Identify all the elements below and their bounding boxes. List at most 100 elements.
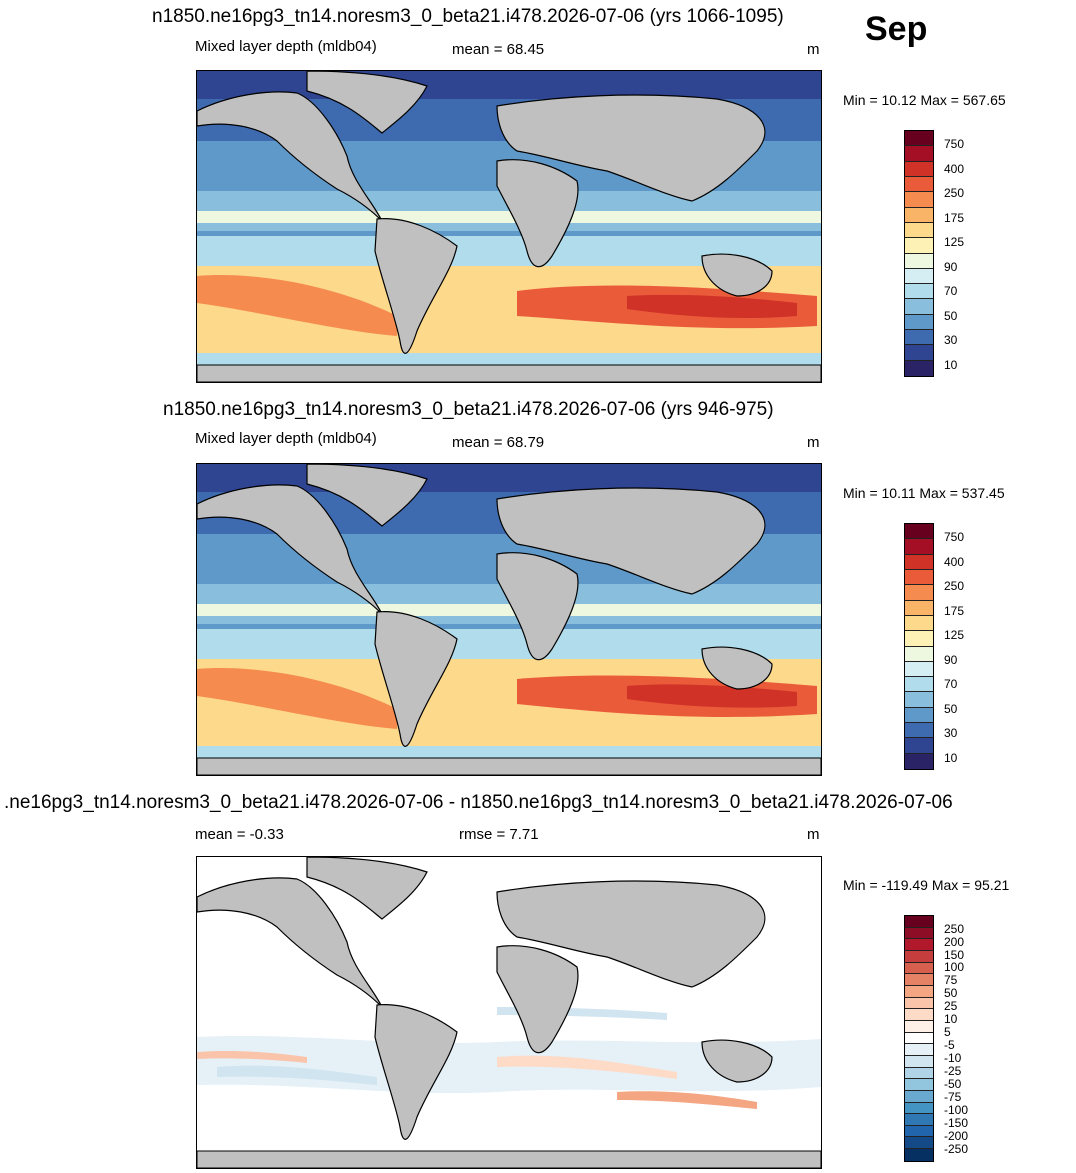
colorbar-swatch (905, 161, 933, 177)
colorbar-swatch (905, 615, 933, 632)
colorbar-swatch (905, 539, 933, 555)
colorbar-swatch (905, 997, 933, 1010)
panel-3-minmax: Min = -119.49 Max = 95.21 (843, 877, 1010, 893)
colorbar-label: 30 (944, 726, 958, 740)
world-map-1 (197, 71, 821, 382)
colorbar-label: -10 (944, 1051, 962, 1065)
colorbar-label: -200 (944, 1129, 969, 1143)
colorbar-label: -25 (944, 1064, 962, 1078)
colorbar-swatch (905, 207, 933, 223)
colorbar-swatch (905, 1032, 933, 1045)
colorbar-swatch (905, 253, 933, 269)
colorbar-label: 50 (944, 702, 958, 716)
colorbar-swatch (905, 131, 933, 147)
colorbar-swatch (905, 176, 933, 193)
colorbar-label: 750 (944, 137, 965, 151)
colorbar-swatch (905, 1149, 933, 1161)
colorbar-swatch (905, 284, 933, 300)
panel-3-map (196, 856, 822, 1169)
colorbar-swatch (905, 146, 933, 162)
colorbar-swatch (905, 661, 933, 678)
colorbar-label: 250 (944, 922, 965, 936)
colorbar-swatch (905, 524, 933, 540)
colorbar-swatch (905, 1125, 933, 1138)
panel-1-mean: mean = 68.45 (452, 41, 545, 58)
panel-3-rmse: rmse = 7.71 (459, 826, 539, 843)
colorbar-label: -50 (944, 1077, 962, 1091)
panel-2-variable: Mixed layer depth (mldb04) (195, 430, 377, 447)
colorbar-swatch (905, 738, 933, 754)
panel-1-title: n1850.ne16pg3_tn14.noresm3_0_beta21.i478… (152, 6, 784, 27)
colorbar-swatch (905, 360, 933, 376)
colorbar-swatch (905, 1009, 933, 1021)
colorbar-swatch (905, 1102, 933, 1115)
panel-3-colorbar (904, 915, 934, 1162)
colorbar-swatch (905, 330, 933, 346)
colorbar-label: -100 (944, 1103, 969, 1117)
colorbar-swatch (905, 345, 933, 361)
colorbar-label: 175 (944, 604, 965, 618)
colorbar-label: 10 (944, 358, 958, 372)
colorbar-label: 90 (944, 653, 958, 667)
colorbar-label: 10 (944, 1012, 958, 1026)
panel-3-unit: m (807, 826, 820, 843)
colorbar-label: 150 (944, 948, 965, 962)
panel-2-unit: m (807, 434, 820, 451)
colorbar-label: 125 (944, 628, 965, 642)
colorbar-label: 70 (944, 284, 958, 298)
colorbar-swatch (905, 569, 933, 586)
colorbar-swatch (905, 1114, 933, 1126)
colorbar-label: 200 (944, 935, 965, 949)
colorbar-label: 25 (944, 999, 958, 1013)
colorbar-label: 175 (944, 211, 965, 225)
panel-2-minmax: Min = 10.11 Max = 537.45 (843, 485, 1005, 501)
colorbar-swatch (905, 554, 933, 570)
colorbar-swatch (905, 1044, 933, 1056)
colorbar-label: 90 (944, 260, 958, 274)
colorbar-label: -5 (944, 1038, 955, 1052)
colorbar-label: -150 (944, 1116, 969, 1130)
colorbar-swatch (905, 600, 933, 616)
panel-1-variable: Mixed layer depth (mldb04) (195, 38, 377, 55)
world-map-3 (197, 857, 821, 1168)
colorbar-swatch (905, 916, 933, 928)
colorbar-label: -250 (944, 1142, 969, 1156)
colorbar-swatch (905, 974, 933, 986)
colorbar-label: 10 (944, 751, 958, 765)
colorbar-swatch (905, 1090, 933, 1103)
colorbar-label: 400 (944, 555, 965, 569)
panel-1-unit: m (807, 41, 820, 58)
colorbar-label: 100 (944, 960, 965, 974)
colorbar-swatch (905, 1079, 933, 1091)
colorbar-swatch (905, 314, 933, 331)
colorbar-label: -75 (944, 1090, 962, 1104)
colorbar-swatch (905, 950, 933, 963)
colorbar-swatch (905, 753, 933, 769)
panel-2-map (196, 463, 822, 776)
colorbar-swatch (905, 962, 933, 975)
colorbar-swatch (905, 985, 933, 998)
colorbar-swatch (905, 1137, 933, 1150)
colorbar-label: 5 (944, 1025, 951, 1039)
colorbar-swatch (905, 1055, 933, 1068)
colorbar-label: 75 (944, 973, 958, 987)
colorbar-swatch (905, 1067, 933, 1080)
colorbar-label: 400 (944, 162, 965, 176)
colorbar-swatch (905, 939, 933, 951)
colorbar-swatch (905, 646, 933, 662)
panel-2-title: n1850.ne16pg3_tn14.noresm3_0_beta21.i478… (163, 399, 774, 420)
month-label: Sep (865, 10, 928, 48)
colorbar-swatch (905, 222, 933, 239)
colorbar-swatch (905, 677, 933, 693)
world-map-2 (197, 464, 821, 775)
colorbar-swatch (905, 927, 933, 940)
colorbar-label: 70 (944, 677, 958, 691)
panel-3-title: .ne16pg3_tn14.noresm3_0_beta21.i478.2026… (4, 792, 953, 813)
panel-1-minmax: Min = 10.12 Max = 567.65 (843, 92, 1006, 108)
colorbar-swatch (905, 192, 933, 208)
panel-3-mean: mean = -0.33 (195, 826, 284, 843)
panel-1-colorbar (904, 130, 934, 377)
colorbar-swatch (905, 707, 933, 724)
colorbar-label: 50 (944, 986, 958, 1000)
colorbar-swatch (905, 268, 933, 285)
